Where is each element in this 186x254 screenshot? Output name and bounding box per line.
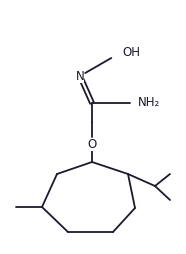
Text: OH: OH: [122, 46, 140, 59]
Text: N: N: [76, 70, 84, 83]
Text: O: O: [87, 137, 97, 151]
Text: NH₂: NH₂: [138, 97, 160, 109]
